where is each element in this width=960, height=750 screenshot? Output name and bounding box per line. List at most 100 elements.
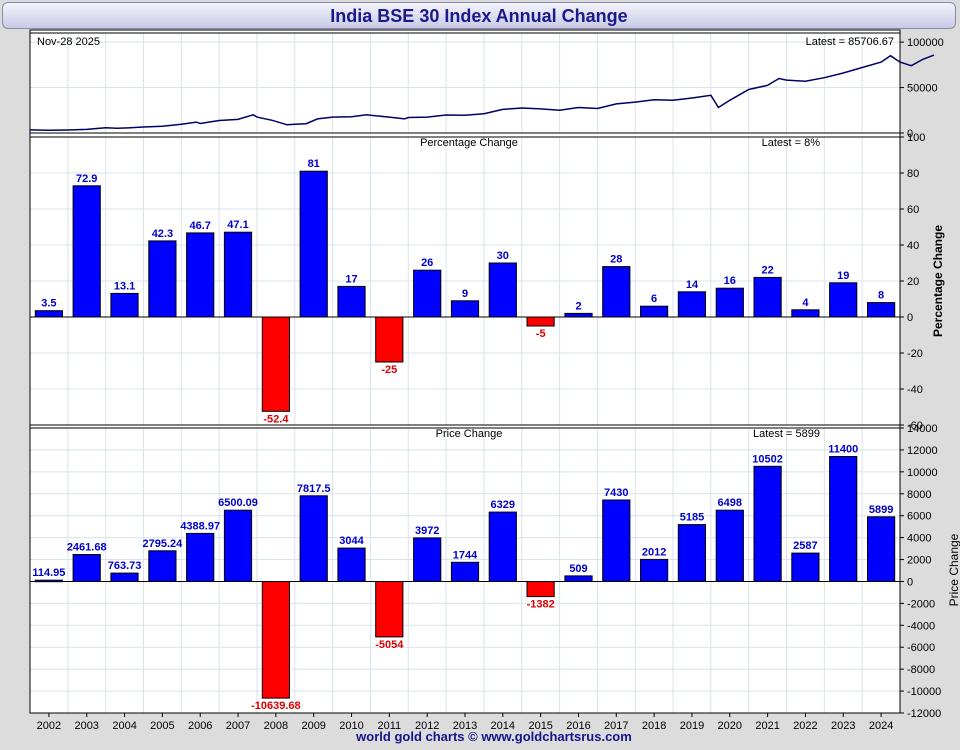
x-tick-label: 2009 — [301, 720, 325, 732]
percentage-bar-2012 — [413, 269, 442, 318]
percentage-bar-2006 — [186, 232, 215, 318]
price-change-bar-2003 — [72, 554, 101, 582]
price-change-data-label: -1382 — [527, 599, 555, 611]
price-change-bar-2011 — [375, 581, 404, 638]
y-tick-label: 4000 — [907, 533, 931, 545]
price-change-bar-2012 — [413, 537, 442, 582]
percentage-data-label: 2 — [575, 300, 581, 312]
price-change-data-label: 3044 — [339, 535, 364, 547]
percentage-data-label: 8 — [878, 290, 884, 302]
price-change-data-label: 1744 — [453, 549, 478, 561]
x-tick-label: 2011 — [377, 720, 401, 732]
price-change-data-label: 2795.24 — [143, 538, 184, 550]
price-change-bar-2007 — [223, 509, 253, 583]
percentage-data-label: 81 — [308, 158, 320, 170]
percentage-data-label: 14 — [686, 279, 699, 291]
percentage-bar-2015 — [526, 316, 555, 327]
percentage-data-label: 22 — [761, 264, 773, 276]
x-tick-label: 2002 — [37, 720, 61, 732]
y-tick-label: 80 — [907, 168, 919, 180]
percentage-data-label: 17 — [345, 273, 357, 285]
x-tick-label: 2014 — [491, 720, 515, 732]
x-tick-label: 2006 — [188, 720, 212, 732]
price-change-bar-2020 — [715, 509, 744, 582]
percentage-bar-2017 — [602, 266, 631, 318]
y-tick-label: 0 — [907, 128, 913, 140]
y-axis-title-price-change: Price Change — [947, 533, 960, 606]
x-tick-label: 2019 — [680, 720, 704, 732]
y-tick-label: 6000 — [907, 511, 931, 523]
percentage-data-label: 9 — [462, 288, 468, 300]
x-tick-label: 2008 — [264, 720, 288, 732]
percentage-bar-2007 — [223, 231, 253, 318]
price-change-bar-2009 — [299, 495, 328, 582]
chart-title: India BSE 30 Index Annual Change — [2, 2, 956, 29]
y-tick-label: 10000 — [907, 467, 938, 479]
percentage-bar-2010 — [337, 285, 366, 318]
index-price-line — [29, 54, 935, 132]
price-change-bar-2015 — [526, 581, 555, 598]
price-change-data-label: 2461.68 — [67, 542, 107, 554]
percentage-bar-2014 — [488, 262, 517, 318]
price-change-bar-2022 — [791, 552, 820, 582]
percentage-panel-title: Percentage Change — [420, 137, 518, 149]
y-tick-label: 14000 — [907, 423, 938, 435]
percentage-bar-2016 — [564, 312, 593, 318]
y-tick-label: 12000 — [907, 445, 938, 457]
price-change-panel-title: Price Change — [436, 428, 503, 440]
percentage-data-label: -52.4 — [263, 413, 289, 425]
price-change-data-label: 5185 — [680, 512, 704, 524]
x-tick-label: 2013 — [453, 720, 477, 732]
percentage-data-label: 42.3 — [152, 228, 173, 240]
price-change-data-label: 7430 — [604, 487, 628, 499]
x-tick-label: 2015 — [528, 720, 552, 732]
y-tick-label: 8000 — [907, 489, 931, 501]
x-tick-label: 2010 — [339, 720, 363, 732]
price-change-data-label: 4388.97 — [180, 520, 220, 532]
price-change-bar-2019 — [677, 524, 706, 582]
y-tick-label: -8000 — [907, 664, 935, 676]
percentage-data-label: -25 — [381, 364, 397, 376]
price-change-data-label: 6329 — [491, 499, 515, 511]
y-tick-label: -4000 — [907, 620, 935, 632]
x-tick-label: 2012 — [415, 720, 439, 732]
price-change-data-label: 2587 — [793, 540, 817, 552]
x-tick-label: 2022 — [793, 720, 817, 732]
y-tick-label: 0 — [907, 576, 913, 588]
date-label: Nov-28 2025 — [37, 36, 100, 48]
percentage-bar-2009 — [299, 170, 328, 318]
price-change-bar-2024 — [867, 516, 896, 582]
percentage-data-label: 4 — [802, 297, 809, 309]
x-tick-label: 2024 — [869, 720, 893, 732]
price-change-data-label: 6498 — [718, 497, 742, 509]
y-tick-label: -10000 — [907, 686, 941, 698]
percentage-data-label: 46.7 — [189, 220, 210, 232]
price-change-bar-2010 — [337, 547, 366, 582]
y-tick-label: -2000 — [907, 598, 935, 610]
percentage-data-label: -5 — [536, 328, 546, 340]
price-change-data-label: 11400 — [828, 444, 858, 456]
percentage-bar-2004 — [110, 292, 139, 318]
percentage-latest-label: Latest = 8% — [762, 137, 821, 149]
y-tick-label: 50000 — [907, 83, 938, 95]
percentage-data-label: 47.1 — [227, 219, 248, 231]
x-tick-label: 2004 — [112, 720, 136, 732]
x-tick-label: 2021 — [755, 720, 779, 732]
x-tick-label: 2020 — [718, 720, 742, 732]
percentage-data-label: 6 — [651, 293, 657, 305]
x-tick-label: 2023 — [831, 720, 855, 732]
y-tick-label: 100 — [907, 132, 925, 144]
x-tick-label: 2017 — [604, 720, 628, 732]
footer-credit: world gold charts © www.goldchartsrus.co… — [356, 729, 632, 744]
y-axis-title-percentage: Percentage Change — [931, 225, 945, 337]
price-change-bar-2017 — [602, 499, 631, 582]
percentage-bar-2023 — [829, 282, 858, 318]
price-change-bar-2006 — [186, 532, 215, 583]
percentage-bar-2005 — [148, 240, 177, 318]
latest-price-label: Latest = 85706.67 — [806, 36, 894, 48]
price-change-bar-2021 — [753, 465, 782, 582]
percentage-data-label: 3.5 — [41, 298, 56, 310]
percentage-data-label: 26 — [421, 257, 433, 269]
